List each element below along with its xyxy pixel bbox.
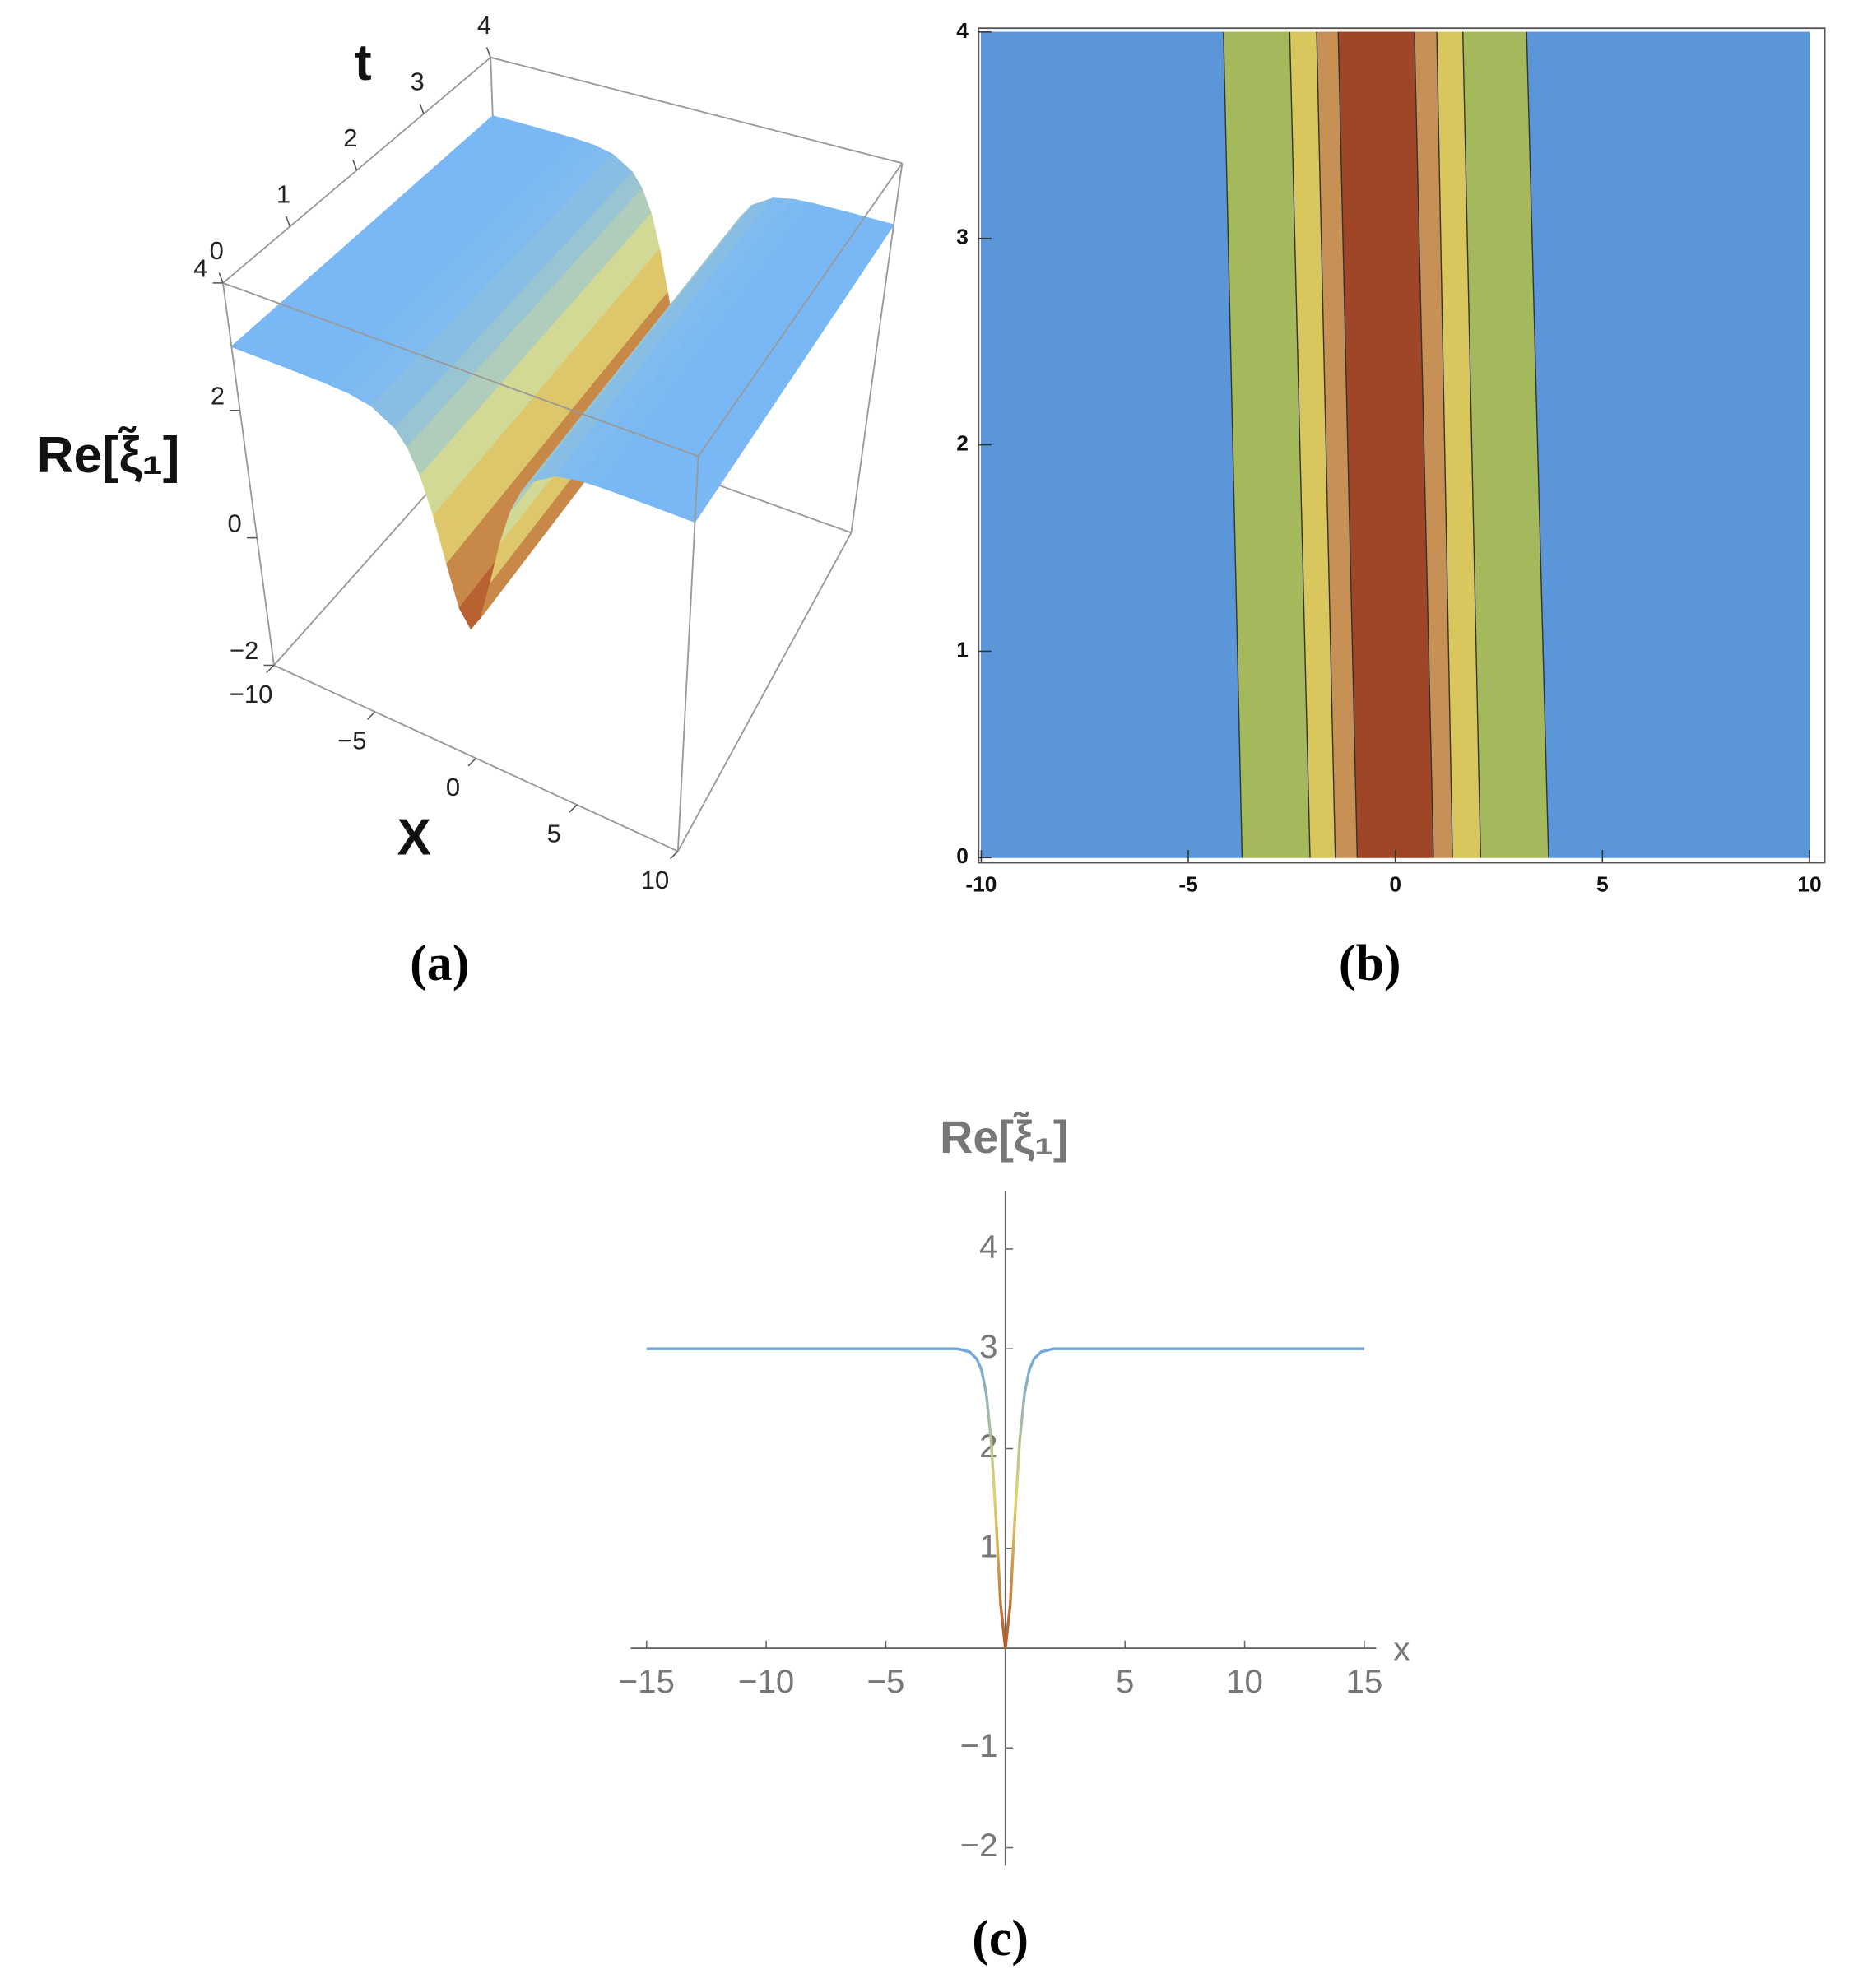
panel-c: −15 −10 −5 5 10 15 −2 −1 1 2 3 4 bbox=[619, 1191, 1383, 1866]
axis-label-y: Re[ξ̃₁] bbox=[940, 1111, 1068, 1163]
y-tick-label: 4 bbox=[956, 18, 969, 43]
tick-mark bbox=[218, 272, 224, 284]
box-edge bbox=[222, 282, 699, 458]
y-tick-label: 3 bbox=[979, 1328, 997, 1365]
box-edge bbox=[222, 282, 275, 666]
tick-mark bbox=[485, 47, 491, 58]
y-tick-label: 3 bbox=[411, 67, 425, 95]
z-tick-label: 2 bbox=[211, 381, 225, 410]
y-tick-label: 1 bbox=[276, 179, 290, 208]
y-tick-label: 1 bbox=[956, 637, 969, 662]
tick-mark bbox=[366, 711, 376, 720]
caption: (c) bbox=[972, 1911, 1029, 1967]
axis-label-x: X bbox=[397, 810, 431, 866]
data-line bbox=[646, 1347, 1364, 1649]
box-edge bbox=[490, 56, 903, 165]
y-tick-label: 0 bbox=[210, 236, 224, 265]
y-tick-label: 4 bbox=[979, 1229, 997, 1266]
x-tick-label: −15 bbox=[619, 1663, 675, 1700]
y-tick-label: 3 bbox=[956, 225, 969, 249]
axis-label-x: x bbox=[1393, 1631, 1410, 1668]
contour-band bbox=[1526, 31, 1810, 858]
box-edge bbox=[676, 456, 699, 852]
x-tick-label: 10 bbox=[1226, 1663, 1263, 1700]
x-tick-label: 5 bbox=[1596, 871, 1609, 896]
z-tick-label: 4 bbox=[193, 254, 207, 283]
tick-mark bbox=[419, 103, 425, 114]
z-tick-label: 0 bbox=[227, 509, 241, 537]
x-tick-label: −10 bbox=[230, 680, 273, 708]
contour-line bbox=[1462, 31, 1482, 858]
axis-label-t: t bbox=[355, 35, 372, 91]
contour-line bbox=[1223, 31, 1243, 858]
y-tick-label: −2 bbox=[960, 1827, 998, 1864]
contour-line bbox=[1337, 31, 1359, 858]
panel-a: 0 1 2 3 4 −2 0 2 4 −10 −5 0 5 10 bbox=[193, 11, 904, 894]
contour-line bbox=[1316, 31, 1336, 858]
box-edge bbox=[850, 163, 904, 533]
x-tick-label: −5 bbox=[867, 1663, 905, 1700]
x-tick-label: 5 bbox=[1116, 1663, 1134, 1700]
y-tick-label: 1 bbox=[979, 1527, 997, 1564]
contour-line bbox=[1436, 31, 1453, 858]
panel-b: -10 -5 0 5 10 0 1 2 3 4 bbox=[956, 18, 1826, 896]
x-tick-label: 5 bbox=[547, 819, 561, 848]
x-tick-label: 15 bbox=[1346, 1663, 1383, 1700]
x-tick-label: -10 bbox=[965, 871, 997, 896]
tick-mark bbox=[352, 160, 358, 171]
axis-label-z: Re[ξ̃₁] bbox=[37, 427, 180, 484]
caption: (a) bbox=[410, 936, 469, 992]
y-tick-label: 0 bbox=[956, 843, 969, 868]
box-edge bbox=[697, 162, 904, 458]
x-tick-label: 10 bbox=[1797, 871, 1821, 896]
box-edge bbox=[677, 532, 853, 852]
x-tick-label: −10 bbox=[738, 1663, 794, 1700]
z-tick-label: −2 bbox=[230, 636, 258, 665]
contour-line bbox=[1526, 31, 1549, 858]
contour-line bbox=[1289, 31, 1311, 858]
x-tick-label: -5 bbox=[1178, 871, 1197, 896]
x-tick-label: −5 bbox=[337, 726, 366, 755]
tick-mark bbox=[266, 664, 275, 674]
y-tick-label: 2 bbox=[956, 431, 969, 456]
tick-mark bbox=[669, 851, 679, 860]
y-tick-label: −1 bbox=[960, 1727, 998, 1764]
contour-line bbox=[1414, 31, 1434, 858]
tick-mark bbox=[467, 757, 476, 767]
tick-mark bbox=[285, 216, 291, 227]
y-tick-label: 2 bbox=[979, 1428, 997, 1465]
x-tick-label: 0 bbox=[1389, 871, 1401, 896]
y-tick-label: 4 bbox=[477, 11, 491, 39]
x-tick-label: 10 bbox=[641, 866, 669, 894]
y-tick-label: 2 bbox=[343, 123, 357, 152]
caption: (b) bbox=[1339, 936, 1401, 992]
tick-mark bbox=[569, 804, 578, 813]
contour-band bbox=[981, 31, 1243, 858]
x-tick-label: 0 bbox=[446, 773, 460, 801]
